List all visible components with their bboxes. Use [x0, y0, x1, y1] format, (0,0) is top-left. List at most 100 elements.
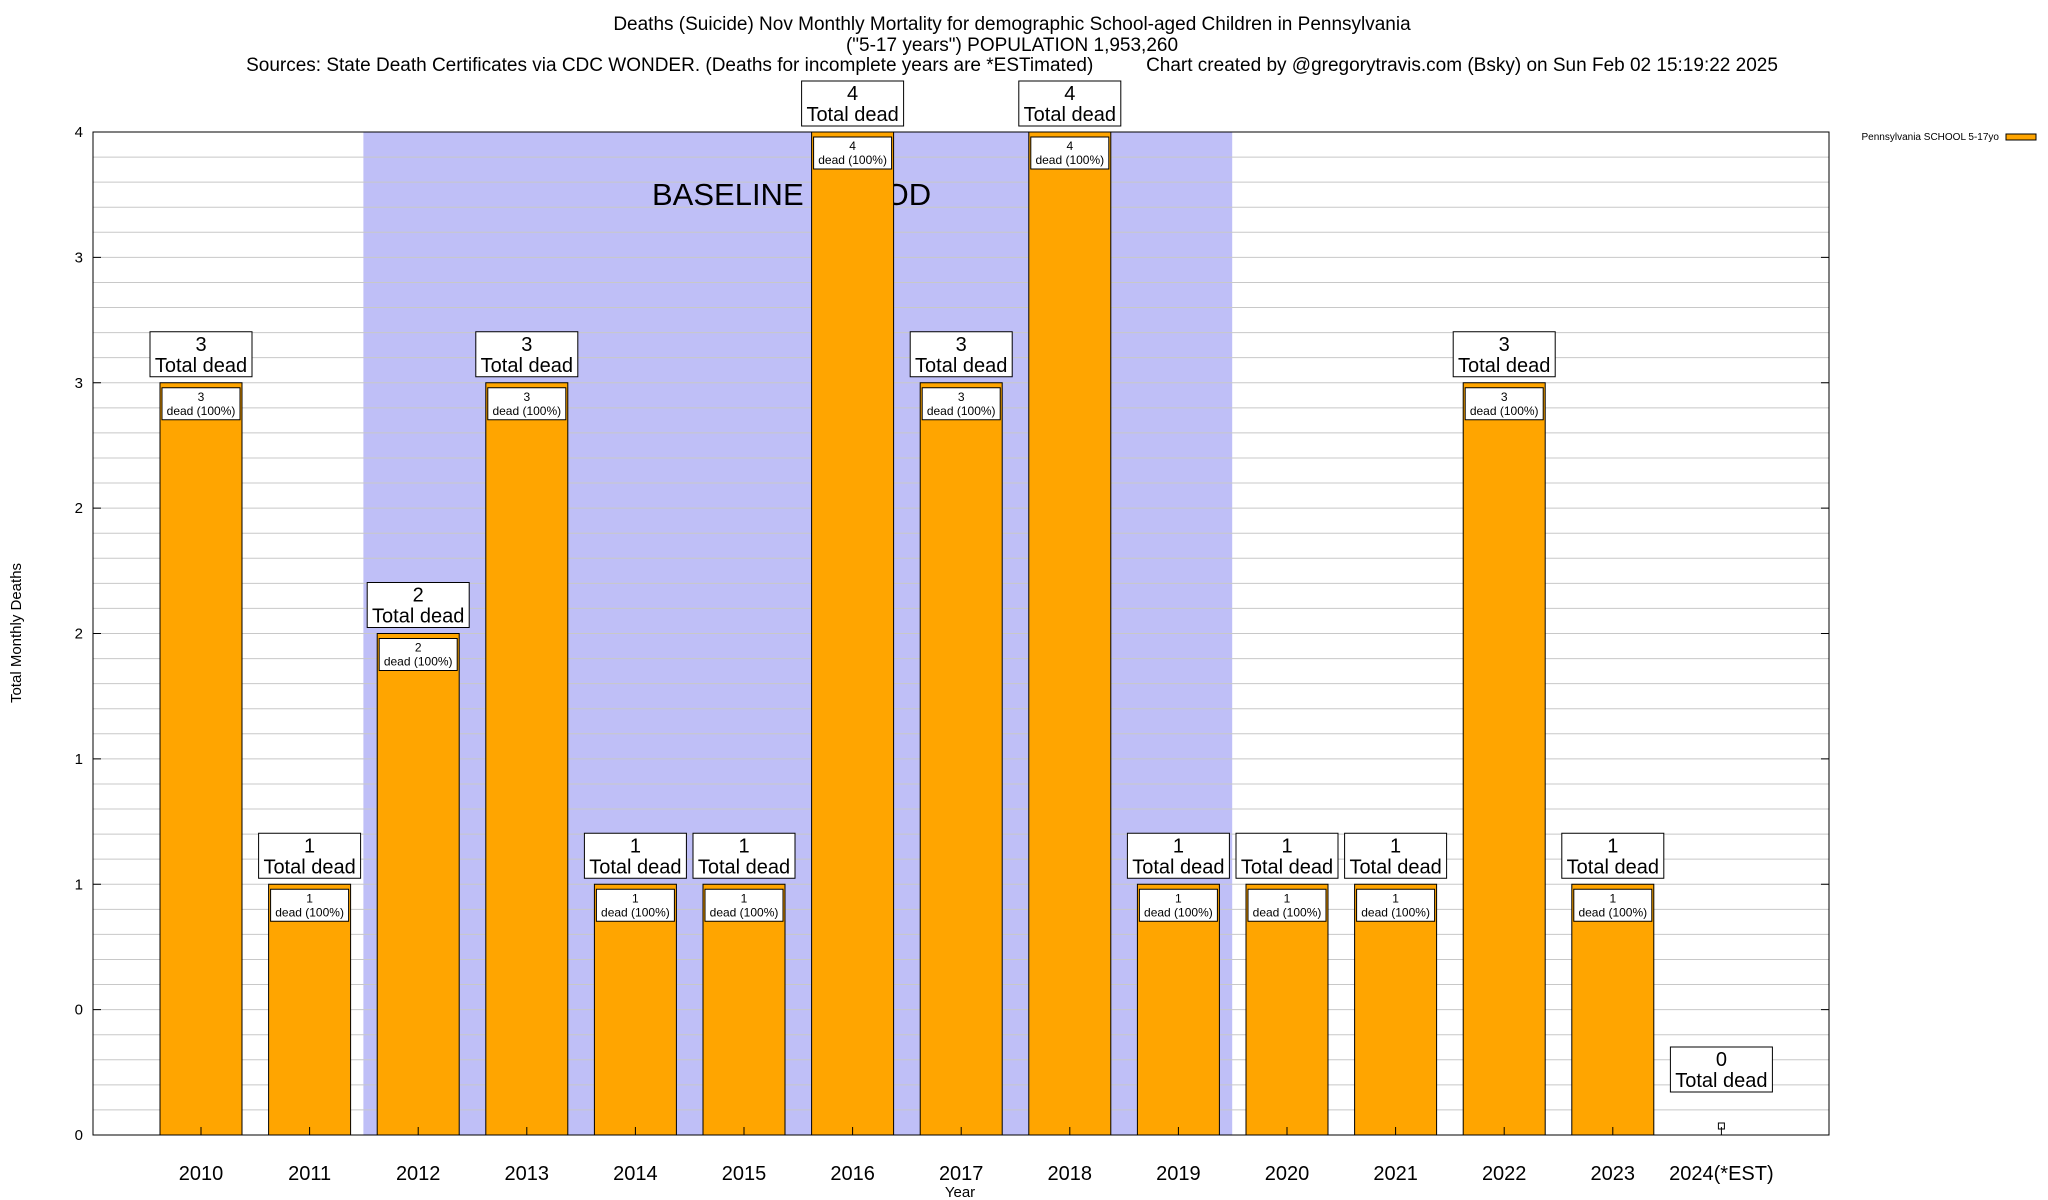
total-label-count: 2 [413, 585, 424, 607]
inner-label-count: 1 [741, 891, 748, 905]
total-label-count: 3 [1499, 334, 1510, 356]
total-label-text: Total dead [1024, 104, 1116, 126]
total-label-count: 4 [1064, 83, 1075, 105]
x-tick-label: 2018 [1048, 1163, 1093, 1185]
total-label-text: Total dead [481, 355, 573, 377]
inner-label-count: 4 [1066, 139, 1073, 153]
total-label-box [149, 331, 253, 378]
inner-label-box [1030, 136, 1110, 170]
inner-label-box [595, 888, 675, 922]
total-label-box [1452, 331, 1556, 378]
y-tick-label: 4 [75, 124, 83, 141]
x-tick-label: 2022 [1482, 1163, 1527, 1185]
total-label-text: Total dead [1241, 856, 1333, 878]
x-tick-label: 2019 [1156, 1163, 1201, 1185]
bar[interactable] [485, 382, 569, 1136]
inner-label-count: 1 [306, 891, 313, 905]
y-tick-label: 0 [75, 1127, 83, 1144]
total-label-count: 1 [1281, 835, 1292, 857]
x-tick-label: 2016 [830, 1163, 875, 1185]
inner-label-count: 3 [523, 390, 530, 404]
inner-label-box [813, 136, 893, 170]
total-label-count: 1 [1607, 835, 1618, 857]
y-tick-label: 3 [75, 249, 83, 266]
inner-label-text: dead (100%) [601, 905, 670, 919]
inner-label-count: 4 [849, 139, 856, 153]
total-label-count: 1 [630, 835, 641, 857]
total-label-text: Total dead [589, 856, 681, 878]
total-label-text: Total dead [1458, 355, 1550, 377]
total-label-count: 3 [195, 334, 206, 356]
bar[interactable] [1571, 883, 1655, 1136]
x-tick-label: 2010 [179, 1163, 224, 1185]
total-label-count: 3 [956, 334, 967, 356]
inner-label-count: 3 [958, 390, 965, 404]
total-label-box [475, 331, 579, 378]
inner-label-text: dead (100%) [1578, 905, 1647, 919]
total-label-count: 1 [738, 835, 749, 857]
bar[interactable] [919, 382, 1003, 1136]
bar[interactable] [702, 883, 786, 1136]
bar[interactable] [1136, 883, 1220, 1136]
bar[interactable] [1462, 382, 1546, 1136]
total-label-text: Total dead [698, 856, 790, 878]
y-tick-label: 0 [75, 1002, 83, 1019]
total-label-count: 4 [847, 83, 858, 105]
total-label-box [1561, 832, 1665, 879]
total-label-count: 0 [1716, 1049, 1727, 1071]
total-label-box [909, 331, 1013, 378]
inner-label-count: 1 [1175, 891, 1182, 905]
bar[interactable] [376, 633, 460, 1136]
total-label-text: Total dead [1349, 856, 1441, 878]
title-line-1: Deaths (Suicide) Nov Monthly Mortality f… [613, 14, 1411, 35]
total-label-box [583, 832, 687, 879]
total-label-text: Total dead [372, 606, 464, 628]
y-tick-label: 3 [75, 375, 83, 392]
bar[interactable] [593, 883, 677, 1136]
inner-label-text: dead (100%) [1144, 905, 1213, 919]
x-tick-label: 2020 [1265, 1163, 1310, 1185]
chart-title: Deaths (Suicide) Nov Monthly Mortality f… [246, 14, 1778, 76]
bar[interactable] [1245, 883, 1329, 1136]
x-tick-label: 2015 [722, 1163, 767, 1185]
x-tick-label: 2012 [396, 1163, 441, 1185]
inner-label-text: dead (100%) [1470, 404, 1539, 418]
inner-label-text: dead (100%) [927, 404, 996, 418]
x-tick-label: 2011 [288, 1163, 331, 1185]
inner-label-text: dead (100%) [1253, 905, 1322, 919]
inner-label-text: dead (100%) [710, 905, 779, 919]
bar[interactable] [268, 883, 352, 1136]
inner-label-box [1464, 387, 1544, 421]
bar[interactable] [159, 382, 243, 1136]
total-label-count: 1 [1173, 835, 1184, 857]
inner-label-box [921, 387, 1001, 421]
x-tick-label: 2021 [1373, 1163, 1418, 1185]
total-label-box [1669, 1046, 1773, 1093]
inner-label-text: dead (100%) [167, 404, 236, 418]
bar[interactable] [811, 131, 895, 1136]
total-label-count: 3 [521, 334, 532, 356]
total-label-box [1126, 832, 1230, 879]
inner-label-count: 2 [415, 641, 422, 655]
bar[interactable] [1028, 131, 1112, 1136]
bar[interactable] [1354, 883, 1438, 1136]
inner-label-box [1247, 888, 1327, 922]
inner-label-count: 1 [1392, 891, 1399, 905]
x-tick-label: 2013 [505, 1163, 550, 1185]
y-tick-label: 1 [75, 876, 83, 893]
x-tick-label: 2023 [1591, 1163, 1636, 1185]
inner-label-text: dead (100%) [492, 404, 561, 418]
y-axis-title: Total Monthly Deaths [8, 563, 25, 703]
inner-label-box [1573, 888, 1653, 922]
x-axis-title: Year [945, 1184, 975, 1200]
